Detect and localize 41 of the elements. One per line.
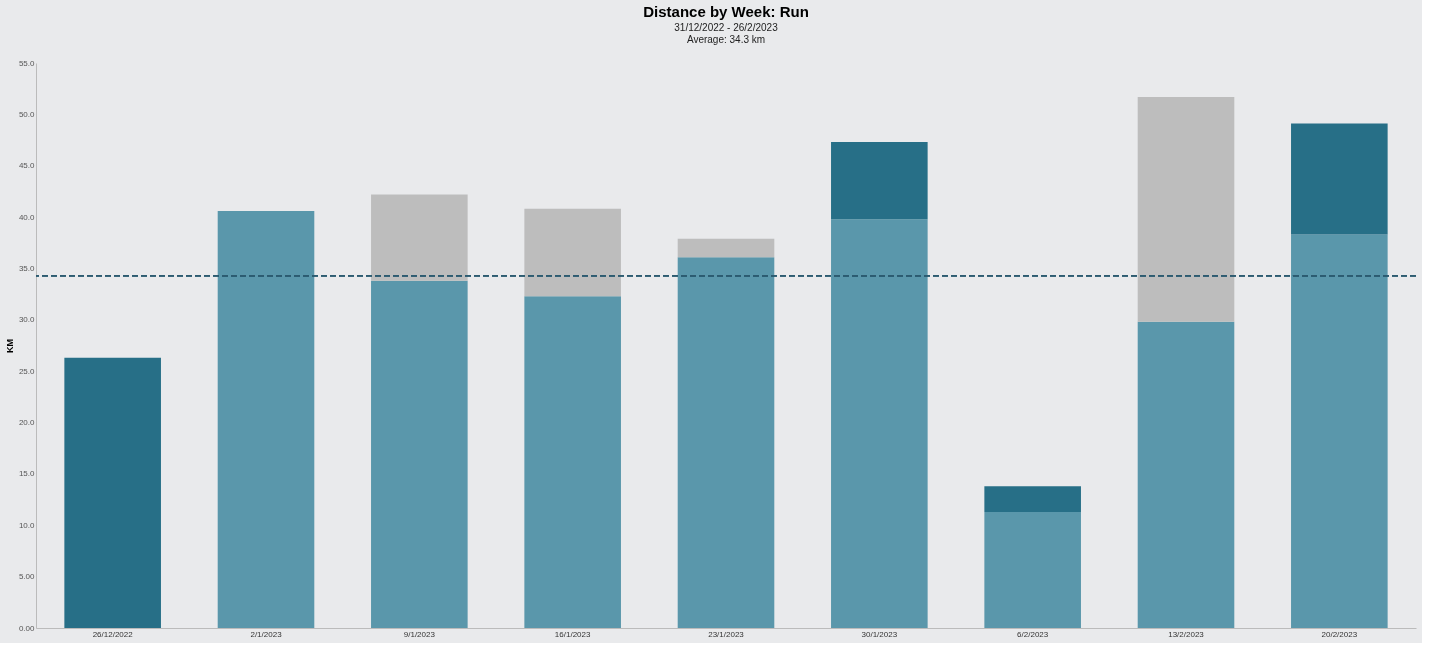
y-tick-label: 25.0 [18,366,36,376]
bar [677,257,775,628]
y-tick-label: 15.0 [18,469,36,479]
x-tick-label: 20/2/2023 [1321,629,1358,639]
bar [1137,321,1235,628]
bar [524,208,621,297]
x-tick-label: 2/1/2023 [250,629,283,639]
bar [677,238,775,258]
x-tick-label: 30/1/2023 [861,629,898,639]
y-tick-label: 0.00 [18,623,36,633]
bar [831,142,928,220]
y-tick-label: 55.0 [18,58,36,68]
bar [371,280,468,628]
bar [831,219,928,628]
bar [984,511,1081,628]
x-tick-label: 16/1/2023 [554,629,592,639]
bar [371,194,468,281]
bar [1137,96,1235,322]
y-tick-label: 35.0 [18,263,36,273]
y-axis-title: KM [4,339,15,353]
y-tick-label: 45.0 [18,161,36,171]
x-tick-label: 6/2/2023 [1017,629,1049,639]
text: Average: 34.3 km [686,34,766,45]
y-tick-label: 30.0 [18,315,36,325]
bar [524,296,621,628]
y-tick-label: 40.0 [18,212,36,222]
x-tick-label: 23/1/2023 [708,629,745,639]
y-tick-label: 20.0 [18,418,36,428]
bar [64,357,161,628]
x-tick-label: 26/12/2022 [92,629,134,639]
y-tick-label: 50.0 [18,109,36,119]
bar [1291,234,1388,628]
bar [217,210,315,628]
x-tick-label: 13/2/2023 [1168,629,1205,639]
chart-subtitle: 31/12/2022 - 26/2/2023 [674,22,779,33]
y-tick-label: 10.0 [18,520,36,530]
x-tick-label: 9/1/2023 [403,629,436,639]
bar [1291,123,1388,235]
chart-title: Distance by Week: Run [643,3,809,20]
bar [984,486,1081,512]
y-tick-label: 5.00 [18,572,36,582]
